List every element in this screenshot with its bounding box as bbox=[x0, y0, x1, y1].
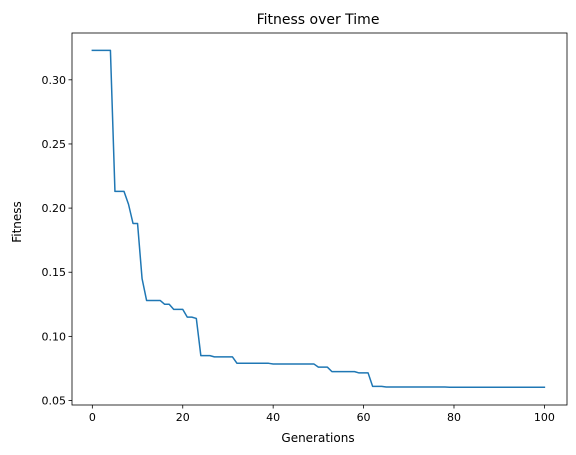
y-tick-label: 0.30 bbox=[42, 74, 67, 87]
y-tick-label: 0.25 bbox=[42, 138, 67, 151]
x-tick-label: 40 bbox=[266, 411, 280, 424]
y-axis-label: Fitness bbox=[10, 201, 24, 243]
series-line-0 bbox=[91, 49, 546, 389]
plot-area: 0 20 40 60 80 100 0.05 0.10 0.15 0.20 0.25 0.30 bbox=[42, 32, 568, 424]
y-tick-label: 0.10 bbox=[42, 330, 67, 343]
axes-frame bbox=[71, 32, 568, 406]
x-tick-label: 80 bbox=[447, 411, 461, 424]
y-tick-label: 0.05 bbox=[42, 395, 67, 408]
x-tick-label: 20 bbox=[176, 411, 190, 424]
y-tick-label: 0.20 bbox=[42, 202, 67, 215]
y-tick-label: 0.15 bbox=[42, 266, 67, 279]
chart-title: Fitness over Time bbox=[257, 12, 380, 28]
x-tick-label: 100 bbox=[534, 411, 555, 424]
x-tick-label: 60 bbox=[357, 411, 371, 424]
x-tick-label: 0 bbox=[89, 411, 96, 424]
x-axis-label: Generations bbox=[281, 431, 354, 445]
